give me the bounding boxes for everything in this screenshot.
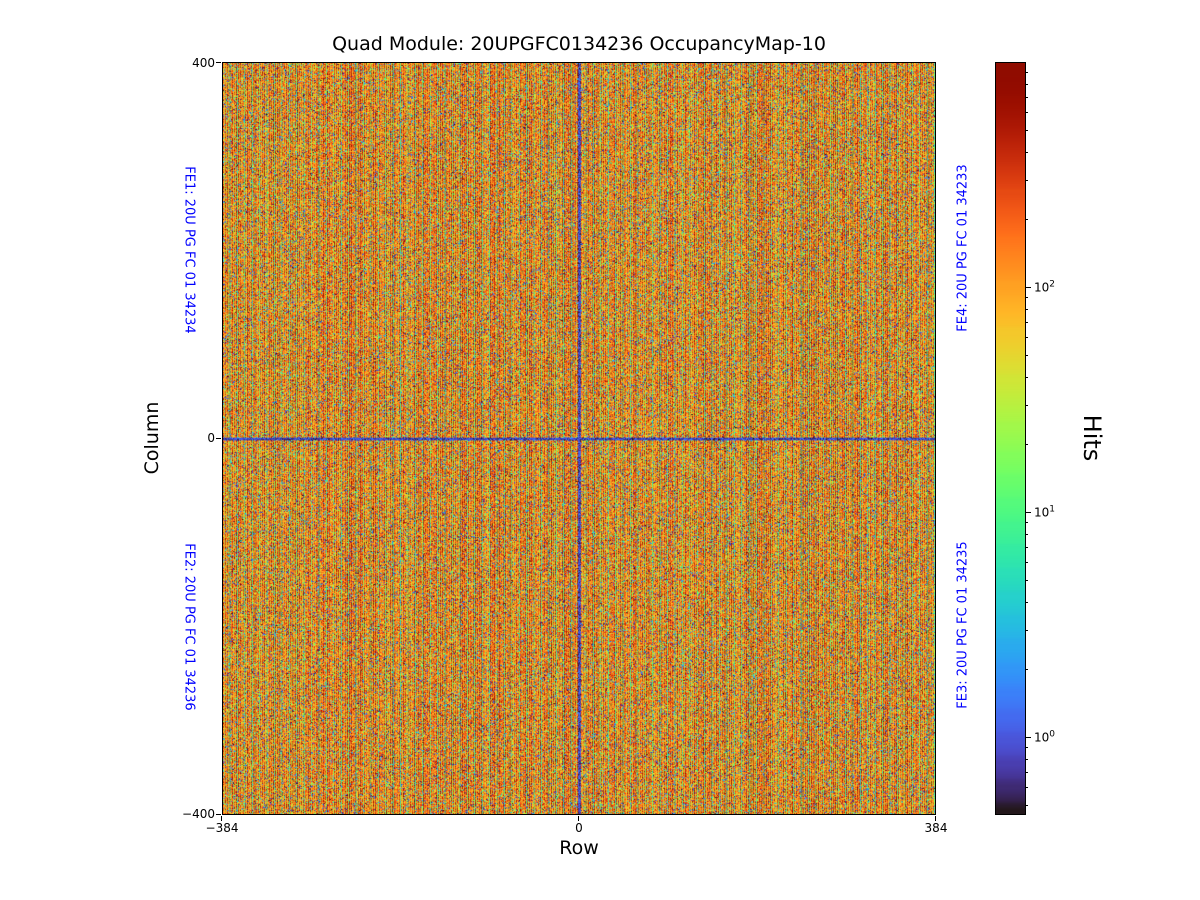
fe3-label: FE3: 20U PG FC 01 34235 [955,541,971,709]
y-tick-mark-400 [216,62,221,63]
y-tick-label-400: 400 [192,56,215,70]
y-tick-mark-neg400 [216,814,221,815]
colorbar-minor-tick [1025,758,1028,760]
colorbar-tick-label: 101 [1034,504,1056,520]
chart-title: Quad Module: 20UPGFC0134236 OccupancyMap… [332,33,826,55]
x-axis-label: Row [559,837,599,859]
colorbar-tick-label: 102 [1034,279,1056,295]
colorbar-minor-tick [1025,579,1028,581]
colorbar-minor-tick [1025,522,1028,524]
x-tick-label-0: 0 [575,821,583,835]
colorbar-minor-tick [1025,601,1028,603]
x-tick-mark-384 [935,816,936,821]
colorbar-minor-tick [1025,96,1028,98]
colorbar-minor-tick [1025,533,1028,535]
colorbar [995,62,1026,815]
fe2-label: FE2: 20U PG FC 01 34236 [181,543,197,711]
heatmap-plot-area [222,62,936,815]
colorbar-minor-tick [1025,354,1028,356]
colorbar-minor-tick [1025,72,1028,74]
y-tick-mark-0 [216,438,221,439]
colorbar-minor-tick [1025,129,1028,131]
occupancy-heatmap-canvas [223,63,935,814]
colorbar-minor-tick [1025,669,1028,671]
colorbar-minor-tick [1025,321,1028,323]
fe1-label: FE1: 20U PG FC 01 34234 [181,166,197,334]
colorbar-minor-tick [1025,561,1028,563]
colorbar-minor-tick [1025,308,1028,310]
colorbar-minor-tick [1025,629,1028,631]
colorbar-minor-tick [1025,804,1028,806]
colorbar-major-tick [1025,286,1031,288]
colorbar-minor-tick [1025,404,1028,406]
colorbar-minor-tick [1025,219,1028,221]
colorbar-major-tick [1025,736,1031,738]
colorbar-minor-tick [1025,297,1028,299]
x-tick-mark-0 [578,816,579,821]
colorbar-canvas [996,63,1025,814]
y-tick-label-neg400: −400 [182,807,215,821]
x-tick-label-384: 384 [924,821,948,835]
colorbar-minor-tick [1025,83,1028,85]
colorbar-minor-tick [1025,546,1028,548]
colorbar-minor-tick [1025,444,1028,446]
colorbar-minor-tick [1025,771,1028,773]
fe4-label: FE4: 20U PG FC 01 34233 [955,164,971,332]
colorbar-major-tick [1025,511,1031,513]
colorbar-minor-tick [1025,376,1028,378]
x-tick-label-neg384: −384 [205,821,239,835]
x-tick-mark-neg384 [221,816,222,821]
colorbar-minor-tick [1025,151,1028,153]
colorbar-minor-tick [1025,786,1028,788]
colorbar-minor-tick [1025,747,1028,749]
y-axis-label: Column [141,401,163,475]
y-tick-label-0: 0 [207,431,215,445]
colorbar-label-hits: Hits [1078,414,1106,462]
colorbar-minor-tick [1025,111,1028,113]
colorbar-minor-tick [1025,336,1028,338]
colorbar-minor-tick [1025,179,1028,181]
colorbar-tick-label: 100 [1034,729,1056,745]
